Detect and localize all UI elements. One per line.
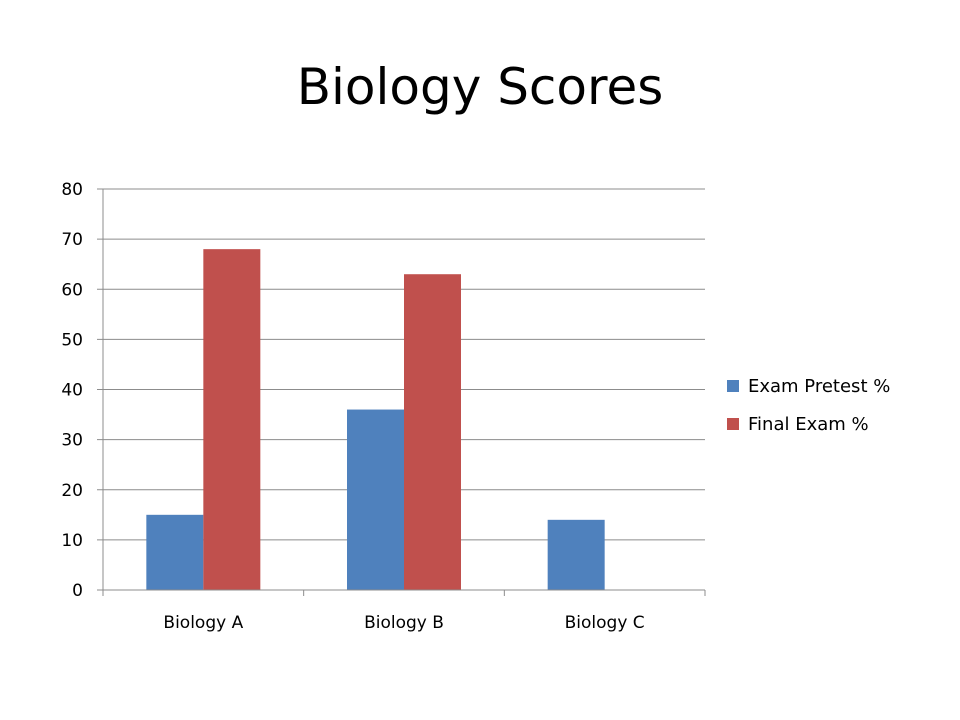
y-axis-ticks: 0 10 20 30 40 50 60 70 80 [61, 180, 103, 601]
y-tick-label: 10 [61, 531, 83, 551]
x-axis-ticks: Biology A Biology B Biology C [102, 590, 706, 633]
bar [146, 514, 204, 590]
legend-swatch [727, 418, 739, 430]
x-tick-label: Biology C [565, 613, 645, 633]
bar [203, 249, 261, 590]
y-tick-label: 20 [61, 481, 83, 501]
x-tick-label: Biology B [364, 613, 444, 633]
bar [347, 409, 404, 590]
bar [547, 519, 605, 590]
axes [102, 189, 705, 591]
y-tick-label: 70 [61, 230, 83, 250]
legend: Exam Pretest % Final Exam % [727, 376, 890, 435]
y-tick-label: 50 [61, 330, 83, 350]
y-tick-label: 0 [72, 581, 83, 601]
x-tick-label: Biology A [163, 613, 243, 633]
legend-label: Final Exam % [748, 414, 869, 435]
bars [146, 249, 605, 590]
legend-swatch [727, 380, 739, 392]
chart-title: Biology Scores [296, 58, 664, 116]
y-tick-label: 60 [61, 280, 83, 300]
bar [404, 274, 461, 590]
y-tick-label: 30 [61, 431, 83, 451]
legend-label: Exam Pretest % [748, 376, 890, 397]
y-tick-label: 80 [61, 180, 83, 200]
y-tick-label: 40 [61, 381, 83, 401]
